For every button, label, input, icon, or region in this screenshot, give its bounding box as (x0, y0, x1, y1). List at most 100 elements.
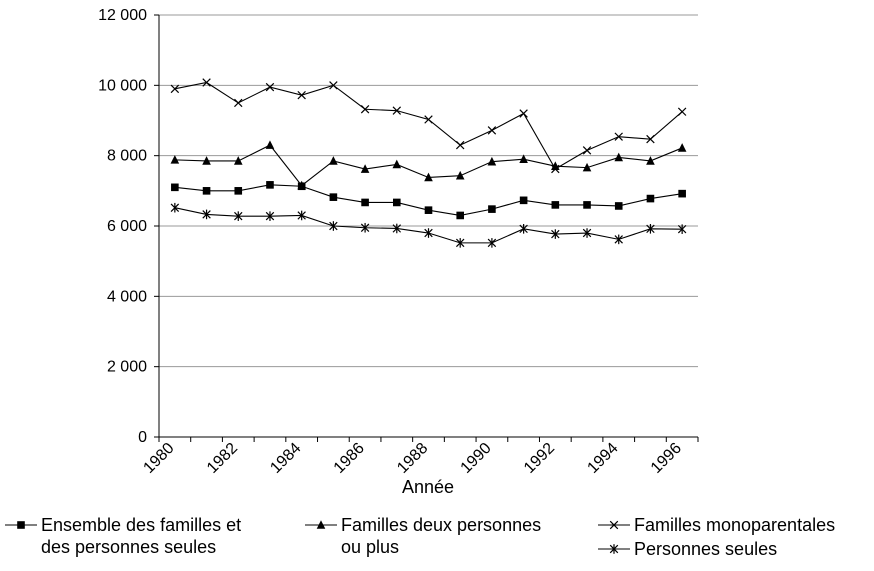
marker-stroke (614, 132, 623, 141)
marker-shape (678, 189, 686, 198)
marker-stroke (582, 146, 592, 155)
marker (329, 221, 338, 231)
marker (614, 152, 624, 162)
x-tick-label: 1984 (267, 440, 304, 477)
marker (609, 520, 619, 530)
legend-symbol (5, 521, 37, 529)
marker (551, 164, 560, 174)
marker (297, 210, 306, 221)
legend-label: Personnes seules (634, 539, 778, 559)
marker (455, 140, 465, 150)
legend-label: Ensemble des familles et des personnes s… (41, 515, 242, 557)
marker (424, 115, 433, 124)
marker-shape (316, 520, 326, 529)
marker (202, 187, 211, 195)
marker-shape (487, 156, 497, 166)
x-axis-label: Année (402, 477, 454, 497)
marker (488, 205, 496, 213)
legend-label: Familles deux personnes ou plus (341, 515, 542, 557)
marker (297, 90, 306, 100)
marker-shape (234, 187, 243, 195)
marker (582, 162, 592, 172)
marker (614, 234, 623, 245)
chart: Année 0 2 000 4 000 6 000 8 000 10 000 12 000 1… (98, 7, 699, 497)
y-tick-label: 12 000 (98, 7, 147, 24)
marker-stroke (392, 106, 402, 115)
marker (361, 198, 369, 207)
marker-shape (170, 155, 180, 164)
marker (677, 107, 687, 116)
marker (360, 105, 370, 114)
marker (455, 238, 465, 248)
marker-shape (297, 180, 306, 190)
marker-stroke (360, 105, 370, 114)
marker (392, 159, 402, 169)
marker (234, 98, 243, 108)
marker-stroke (455, 140, 465, 150)
marker (392, 198, 401, 207)
marker-shape (583, 201, 591, 209)
marker-stroke (551, 164, 560, 174)
marker-shape (582, 162, 592, 172)
marker-shape (17, 521, 25, 529)
marker (202, 209, 211, 220)
marker (582, 228, 592, 238)
marker-stroke (424, 115, 433, 124)
marker (424, 228, 433, 238)
marker (519, 196, 528, 205)
marker (234, 187, 243, 195)
marker (360, 222, 370, 233)
marker (265, 211, 275, 221)
marker-stroke (202, 78, 211, 87)
x-tick-label: 1986 (331, 440, 368, 477)
marker-shape (519, 196, 528, 205)
marker (487, 126, 497, 135)
marker-shape (329, 156, 338, 165)
x-tick-label: 1982 (204, 440, 241, 477)
marker (583, 201, 591, 209)
marker-shape (171, 183, 179, 192)
marker (551, 229, 560, 239)
marker (614, 202, 623, 210)
marker (297, 180, 306, 190)
marker-stroke (297, 90, 306, 100)
marker (202, 78, 211, 87)
y-tick-label: 2 000 (107, 359, 147, 376)
marker (202, 156, 211, 165)
marker-stroke (170, 84, 180, 94)
marker (582, 146, 592, 155)
marker-shape (360, 164, 370, 173)
legend-symbol (305, 520, 337, 529)
marker (677, 143, 687, 152)
marker (265, 140, 275, 149)
y-tick-label: 10 000 (98, 77, 147, 94)
marker-stroke (519, 109, 528, 118)
marker (519, 109, 528, 118)
marker (329, 193, 338, 201)
marker-shape (646, 156, 655, 165)
marker-shape (424, 172, 433, 182)
marker (609, 544, 619, 554)
marker-shape (677, 143, 687, 152)
y-tick-label: 6 000 (107, 218, 147, 235)
marker-shape (456, 211, 465, 220)
marker (455, 170, 465, 180)
marker-stroke (487, 126, 497, 135)
marker (265, 82, 275, 92)
marker (487, 238, 497, 248)
marker (678, 189, 686, 198)
marker (329, 156, 338, 165)
marker (487, 156, 497, 166)
marker (677, 224, 687, 234)
marker-shape (266, 181, 274, 189)
marker-shape (361, 198, 369, 207)
marker (646, 224, 655, 234)
legend-label: Familles monoparentales (634, 515, 836, 535)
marker-shape (488, 205, 496, 213)
marker (646, 156, 655, 165)
marker (392, 106, 402, 115)
x-tick-label: 1992 (521, 440, 558, 477)
marker-shape (265, 140, 275, 149)
marker (646, 194, 655, 203)
marker-shape (614, 202, 623, 210)
